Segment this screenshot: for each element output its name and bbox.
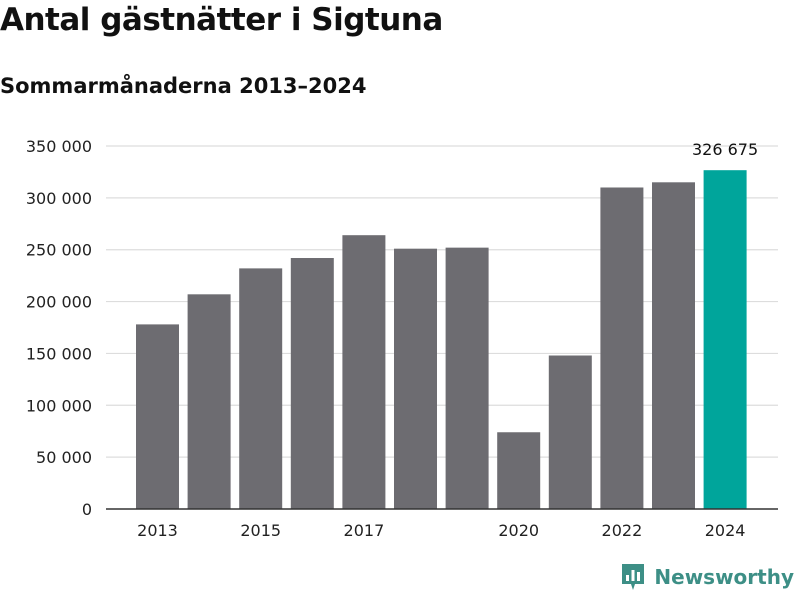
data-label: 326 675 — [692, 140, 758, 159]
chart-title: Antal gästnätter i Sigtuna — [0, 2, 443, 38]
bar-2022 — [600, 187, 644, 509]
bar-2014 — [187, 294, 231, 509]
x-tick-label: 2015 — [240, 521, 281, 540]
x-tick-label: 2020 — [498, 521, 539, 540]
bar-2018 — [394, 248, 437, 510]
brand-name: Newsworthy — [654, 565, 794, 589]
chart-subtitle: Sommarmånaderna 2013–2024 — [0, 74, 367, 98]
x-tick-label: 2022 — [602, 521, 643, 540]
y-tick-label: 150 000 — [26, 344, 92, 363]
y-tick-label: 250 000 — [26, 241, 92, 260]
y-tick-label: 200 000 — [26, 293, 92, 312]
x-tick-label: 2017 — [344, 521, 385, 540]
y-tick-label: 350 000 — [26, 137, 92, 156]
newsworthy-logo-icon — [622, 564, 645, 590]
bar-2020 — [497, 432, 541, 509]
y-tick-label: 50 000 — [36, 448, 92, 467]
bar-2023 — [652, 182, 695, 510]
bar-2024 — [703, 170, 747, 510]
x-tick-label: 2013 — [137, 521, 178, 540]
x-tick-label: 2024 — [705, 521, 746, 540]
y-tick-label: 300 000 — [26, 189, 92, 208]
bar-2021 — [548, 355, 592, 509]
y-tick-label: 100 000 — [26, 396, 92, 415]
y-tick-label: 0 — [82, 500, 92, 519]
bar-2019 — [445, 247, 489, 509]
bar-2013 — [136, 324, 179, 509]
bar-2016 — [290, 258, 334, 509]
bar-2017 — [342, 235, 386, 510]
bar-2015 — [239, 268, 283, 509]
brand-logo: Newsworthy — [620, 562, 794, 592]
